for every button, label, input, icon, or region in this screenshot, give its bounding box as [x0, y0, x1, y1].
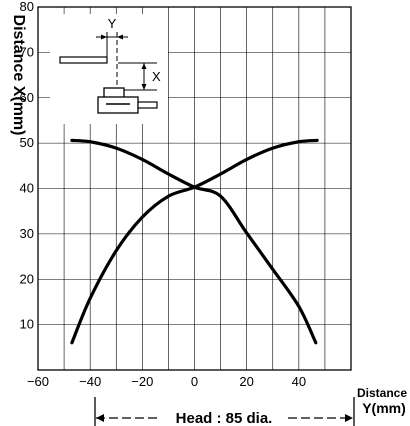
- x-tick-label: −60: [27, 374, 49, 389]
- y-tick-label: 50: [20, 135, 34, 150]
- x-tick-label: 40: [292, 374, 306, 389]
- x-tick-labels: −60 −40 −20 0 20 40: [27, 374, 306, 389]
- y-tick-label: 10: [20, 317, 34, 332]
- x-tick-label: 20: [239, 374, 253, 389]
- y-axis-title: Distance X(mm): [10, 15, 27, 136]
- y-tick-label: 20: [20, 271, 34, 286]
- y-tick-label: 60: [20, 90, 34, 105]
- y-dim-label: Y: [108, 16, 117, 31]
- y-tick-labels: 10 20 30 40 50 60 70 80: [20, 0, 34, 332]
- x-axis-title-line2: Y(mm): [362, 400, 406, 416]
- x-axis-title-line1: Distance: [357, 386, 407, 400]
- y-tick-label: 40: [20, 181, 34, 196]
- sensor-body: [97, 96, 139, 114]
- y-dim-arrow-right: [117, 34, 123, 40]
- head-dimension: Head : 85 dia.: [94, 397, 355, 426]
- y-tick-label: 80: [20, 0, 34, 14]
- x-tick-label: −40: [79, 374, 101, 389]
- plot-frame: [37, 6, 352, 371]
- x-dim-arrow-top: [141, 63, 147, 69]
- target-plate: [59, 56, 108, 64]
- head-dim-arrow-right: [345, 414, 353, 422]
- x-tick-label: −20: [131, 374, 153, 389]
- sensor-diagram: Y X: [50, 14, 168, 124]
- x-dim-label: X: [152, 69, 161, 84]
- y-dim-arrow-left: [101, 34, 107, 40]
- series-lines: [70, 138, 319, 345]
- y-tick-label: 70: [20, 44, 34, 59]
- x-dim-arrow-bottom: [141, 84, 147, 90]
- head-dim-arrow-left: [96, 414, 104, 422]
- sensor-cable: [137, 101, 158, 109]
- y-tick-label: 30: [20, 226, 34, 241]
- x-tick-label: 0: [191, 374, 198, 389]
- series-line-2: [70, 138, 318, 345]
- head-label: Head : 85 dia.: [176, 410, 273, 426]
